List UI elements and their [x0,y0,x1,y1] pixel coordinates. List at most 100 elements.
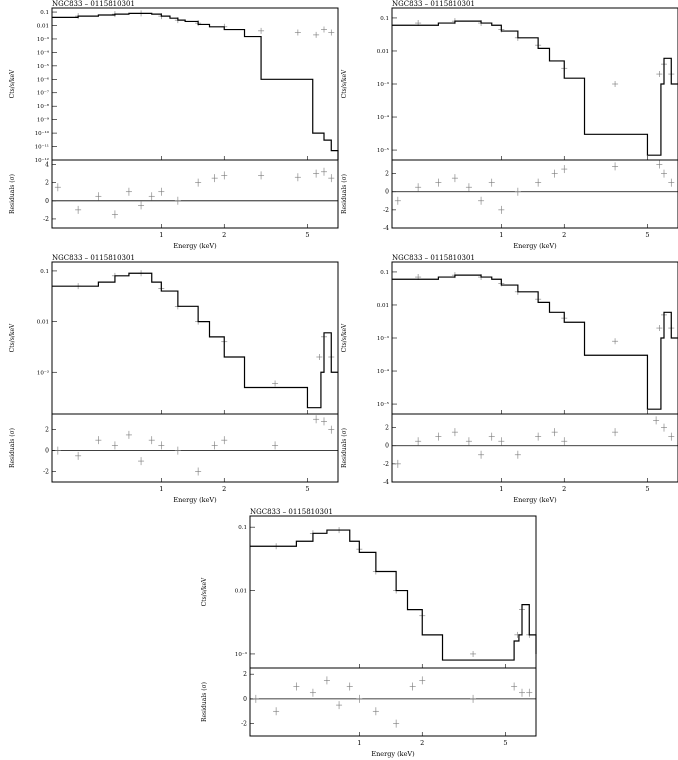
panel-title: NGC833 – 0115810301 [52,0,135,8]
model-step-line [392,20,678,156]
residual-tick-label: 2 [243,671,247,678]
residual-tick-label: -2 [383,207,389,214]
y-ticks: 0.1 0.01 10⁻³ 10⁻⁴ 10⁻⁵ [377,270,397,408]
residual-ticks: -4 -2 0 2 [383,425,678,486]
x-ticks: 1 2 5 [499,156,650,239]
y-tick-label: 0.1 [380,16,389,22]
residual-tick-label: -2 [43,216,49,223]
y-tick-label: 0.01 [377,49,389,55]
panel-title: NGC833 – 0115810301 [52,254,135,262]
data-points [415,18,675,87]
x-tick-label: 1 [499,485,503,493]
x-axis-label: Energy (keV) [173,496,217,504]
residual-tick-label: 2 [45,180,49,187]
model-curve [250,529,537,661]
residual-ticks: -2 0 2 [43,427,338,476]
data-points [273,527,533,657]
x-tick-label: 2 [222,231,226,239]
residual-tick-label: 2 [385,171,389,178]
residual-tick-label: 0 [385,189,389,196]
residual-tick-label: -2 [383,461,389,468]
x-ticks: 1 2 5 [159,410,310,493]
y-tick-label: 10⁻⁷ [37,90,50,97]
x-axis-label: Energy (keV) [173,242,217,250]
y-axis-label: Cts/s/keV [341,323,348,352]
y-tick-label: 0.1 [238,525,247,531]
residual-points [394,416,675,468]
residual-points [54,415,335,476]
residual-ticks: -2 0 2 4 [43,162,338,223]
y-tick-label: 10⁻³ [235,651,247,658]
y-tick-label: 0.01 [37,23,49,29]
model-step-line [52,12,339,160]
x-tick-label: 5 [645,231,649,239]
y-tick-label: 0.1 [380,270,389,276]
residual-ticks: -4 -2 0 2 [383,171,678,232]
residual-tick-label: -2 [43,469,49,476]
spectrum-plot-frame [391,7,678,161]
y-tick-label: 10⁻⁴ [377,368,390,375]
residual-ticks: -2 0 2 [241,671,536,728]
x-axis-label: Energy (keV) [513,496,557,504]
spectrum-plot-frame [249,515,537,669]
model-step-line [52,272,338,409]
x-ticks: 1 2 5 [159,156,310,239]
y-tick-label: 10⁻⁵ [377,401,389,408]
spectrum-panel-4: NGC833 – 0115810301 Cts/s/keV Residuals … [341,254,678,504]
residual-plot-frame [391,159,678,229]
model-step-line [392,274,678,410]
y-tick-label: 0.1 [40,269,49,275]
x-tick-label: 2 [420,739,424,747]
residual-tick-label: 0 [45,198,49,205]
x-tick-label: 1 [159,231,163,239]
residual-plot-frame [51,159,339,229]
residual-tick-label: -2 [241,721,247,728]
y-tick-label: 10⁻⁹ [37,117,50,124]
x-axis-label: Energy (keV) [513,242,557,250]
residual-y-axis-label: Residuals (σ) [201,682,208,722]
residual-tick-label: -4 [383,225,389,232]
x-tick-label: 1 [499,231,503,239]
y-axis-label: Cts/s/keV [341,69,348,98]
data-points [75,270,335,387]
y-tick-label: 0.01 [37,320,49,326]
x-axis-label: Energy (keV) [371,750,415,758]
residual-y-axis-label: Residuals (σ) [9,174,16,214]
y-tick-label: 10⁻³ [37,36,49,43]
x-ticks: 1 2 5 [499,410,650,493]
x-tick-label: 5 [305,231,309,239]
spectrum-panel-1: NGC833 – 0115810301 Cts/s/keV Residuals … [9,0,339,250]
x-tick-label: 1 [357,739,361,747]
residual-tick-label: 0 [243,696,247,703]
spectrum-panel-2: NGC833 – 0115810301 Cts/s/keV Residuals … [341,0,678,250]
residual-tick-label: 4 [45,162,49,169]
spectrum-plot-frame [51,7,339,161]
y-ticks: 0.1 0.01 10⁻³ [235,525,255,658]
residual-points [252,676,533,728]
panel-title: NGC833 – 0115810301 [392,0,475,8]
residual-tick-label: 0 [385,443,389,450]
y-tick-label: 10⁻³ [377,335,389,342]
residual-tick-label: -4 [383,479,389,486]
spectrum-plot-frame [51,261,339,415]
model-curve [392,274,678,410]
x-tick-label: 1 [159,485,163,493]
spectrum-panel-3: NGC833 – 0115810301 Cts/s/keV Residuals … [9,254,339,504]
x-tick-label: 5 [645,485,649,493]
y-axis-label: Cts/s/keV [9,323,16,352]
y-tick-label: 10⁻⁵ [37,63,49,70]
residual-tick-label: 2 [385,425,389,432]
x-tick-label: 5 [503,739,507,747]
y-axis-label: Cts/s/keV [201,577,208,606]
y-tick-label: 10⁻⁶ [37,76,50,83]
y-tick-label: 10⁻⁴ [37,49,50,56]
y-tick-label: 10⁻⁵ [377,147,389,154]
residual-y-axis-label: Residuals (σ) [341,428,348,468]
residual-plot-frame [51,413,339,483]
y-tick-label: 0.01 [377,303,389,309]
y-tick-label: 0.1 [40,10,49,16]
residual-tick-label: 2 [45,427,49,434]
panel-title: NGC833 – 0115810301 [392,254,475,262]
data-points [415,272,675,345]
